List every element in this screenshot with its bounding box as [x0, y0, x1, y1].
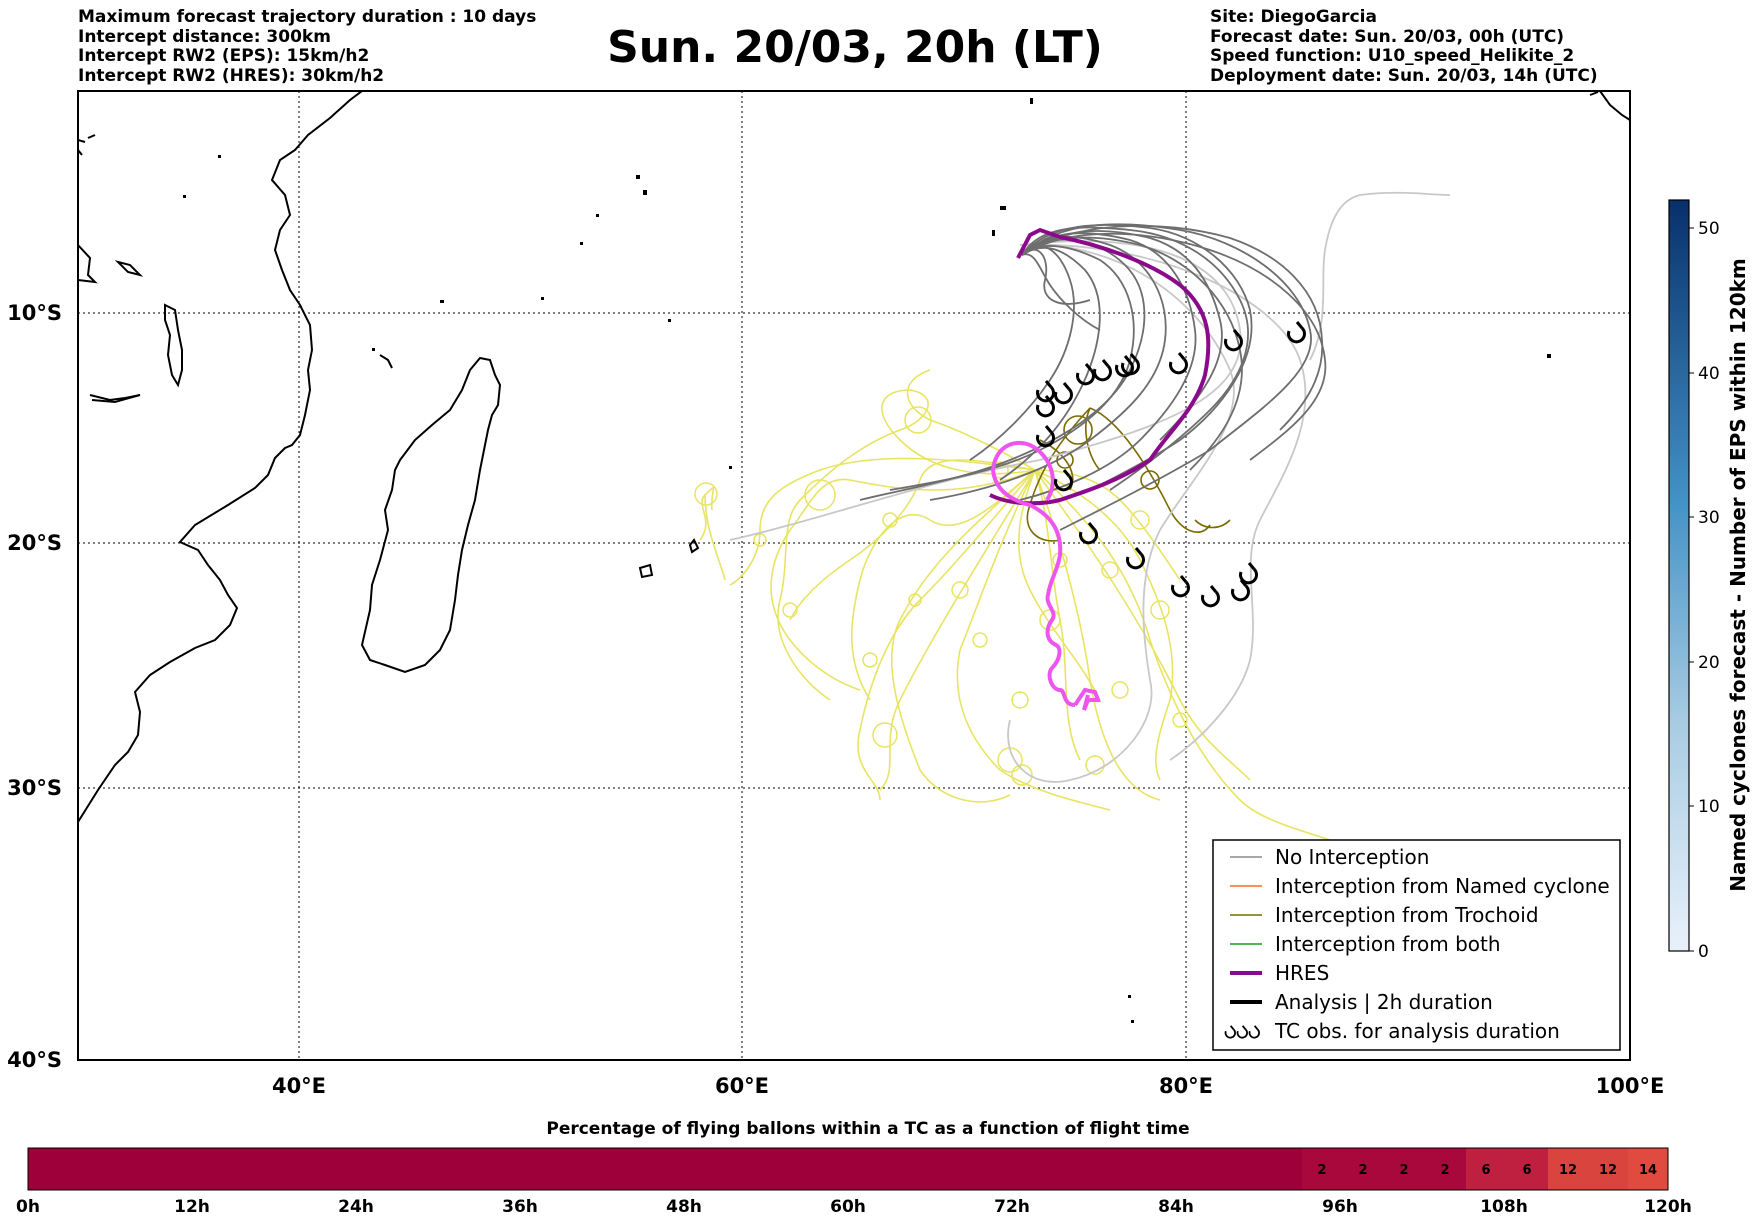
ensemble-loops-yellow	[694, 406, 1188, 786]
flight-bar-tick: 96h	[1322, 1197, 1358, 1217]
site-info: Site: DiegoGarcia Forecast date: Sun. 20…	[1210, 7, 1598, 86]
colorbar-tick: 30	[1698, 508, 1720, 528]
info-line: Intercept distance: 300km	[78, 26, 331, 47]
colorbar: 0 10 20 30 40 50 Named cyclones forecast…	[1668, 199, 1750, 962]
forecast-parameters: Maximum forecast trajectory duration : 1…	[78, 7, 537, 86]
lon-tick-label: 80°E	[1159, 1074, 1213, 1098]
trajectories-light-grey	[729, 191, 1451, 783]
lon-tick-label: 100°E	[1596, 1074, 1665, 1098]
legend-label: HRES	[1275, 961, 1329, 985]
analysis-trajectory	[990, 441, 1101, 711]
flight-bar-segment	[1466, 1148, 1507, 1190]
lon-tick-label: 40°E	[272, 1074, 326, 1098]
flight-time-bar: Percentage of flying ballons within a TC…	[16, 1119, 1692, 1217]
info-line: Speed function: U10_speed_Helikite_2	[1210, 46, 1575, 66]
info-line: Intercept RW2 (EPS): 15km/h2	[78, 46, 370, 66]
flight-bar-segment	[1628, 1148, 1668, 1190]
page-title: Sun. 20/03, 20h (LT)	[607, 22, 1103, 73]
colorbar-tick: 10	[1698, 797, 1720, 817]
flight-bar-tick: 108h	[1480, 1197, 1528, 1217]
flight-bar-segment	[1588, 1148, 1628, 1190]
lat-tick-label: 10°S	[7, 301, 62, 325]
flight-bar-segment	[1343, 1148, 1384, 1190]
flight-bar-value: 2	[1440, 1163, 1449, 1178]
flight-bar-value: 2	[1358, 1163, 1367, 1178]
legend-label: Interception from Named cyclone	[1275, 874, 1610, 898]
flight-bar-tick: 120h	[1644, 1197, 1692, 1217]
legend-label: Interception from Trochoid	[1275, 903, 1539, 927]
info-line: Maximum forecast trajectory duration : 1…	[78, 7, 537, 27]
flight-bar-tick: 48h	[666, 1197, 702, 1217]
colorbar-label: Named cyclones forecast - Number of EPS …	[1726, 258, 1750, 892]
lat-tick-label: 30°S	[7, 776, 62, 800]
colorbar-tick: 50	[1698, 219, 1720, 239]
flight-bar-tick: 72h	[994, 1197, 1030, 1217]
info-line: Site: DiegoGarcia	[1210, 7, 1377, 27]
legend-label: Analysis | 2h duration	[1275, 990, 1493, 1014]
legend-label: No Interception	[1275, 845, 1429, 869]
colorbar-tick: 40	[1698, 364, 1720, 384]
flight-bar-tick: 24h	[338, 1197, 374, 1217]
flight-bar-tick: 84h	[1158, 1197, 1194, 1217]
colorbar-tick: 0	[1698, 942, 1709, 962]
flight-bar-segment	[1302, 1148, 1343, 1190]
flight-bar-segment	[1507, 1148, 1548, 1190]
coastline	[78, 91, 1630, 823]
lon-tick-label: 60°E	[715, 1074, 769, 1098]
trajectories-grey	[859, 223, 1327, 531]
flight-bar-tick: 12h	[174, 1197, 210, 1217]
flight-bar-value: 2	[1317, 1163, 1326, 1178]
colorbar-tick: 20	[1698, 653, 1720, 673]
info-line: Intercept RW2 (HRES): 30km/h2	[78, 65, 385, 86]
flight-bar-segment	[1548, 1148, 1588, 1190]
flight-bar-value: 14	[1639, 1163, 1657, 1178]
flight-bar-value: 6	[1481, 1163, 1490, 1178]
flight-bar-value: 12	[1559, 1163, 1577, 1178]
lat-tick-label: 40°S	[7, 1048, 62, 1072]
small-islands	[183, 98, 1551, 1023]
lat-tick-label: 20°S	[7, 531, 62, 555]
legend: No Interception Interception from Named …	[1212, 839, 1621, 1051]
legend-label: TC obs. for analysis duration	[1274, 1019, 1560, 1043]
flight-bar-title: Percentage of flying ballons within a TC…	[546, 1119, 1189, 1139]
flight-bar-tick: 0h	[16, 1197, 40, 1217]
flight-bar-tick: 60h	[830, 1197, 866, 1217]
hres-trajectory	[989, 227, 1211, 506]
flight-bar-value: 2	[1399, 1163, 1408, 1178]
flight-bar-segment	[1384, 1148, 1425, 1190]
graticule	[78, 91, 1630, 1060]
flight-bar-segment	[1425, 1148, 1466, 1190]
info-line: Forecast date: Sun. 20/03, 00h (UTC)	[1210, 26, 1565, 47]
flight-bar-tick: 36h	[502, 1197, 538, 1217]
info-line: Deployment date: Sun. 20/03, 14h (UTC)	[1210, 65, 1598, 86]
flight-bar-value: 12	[1599, 1163, 1617, 1178]
legend-label: Interception from both	[1275, 932, 1501, 956]
flight-bar-value: 6	[1522, 1163, 1531, 1178]
